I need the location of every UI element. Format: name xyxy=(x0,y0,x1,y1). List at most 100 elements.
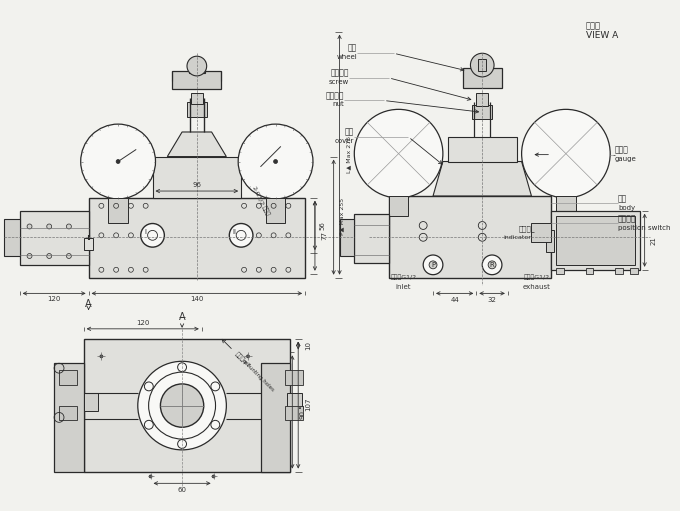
Text: 120: 120 xyxy=(136,320,150,326)
Text: 調節螺釘: 調節螺釘 xyxy=(331,68,350,78)
Text: position switch: position switch xyxy=(618,225,670,231)
Bar xyxy=(389,196,551,277)
Text: body: body xyxy=(618,205,635,211)
Circle shape xyxy=(27,224,32,229)
Circle shape xyxy=(482,255,502,275)
Bar xyxy=(191,92,203,104)
Bar xyxy=(478,59,486,71)
Text: 蓋板: 蓋板 xyxy=(345,127,354,136)
Text: 進液口G1/2: 進液口G1/2 xyxy=(390,275,417,281)
Bar xyxy=(108,198,128,222)
Bar xyxy=(339,219,354,256)
Bar xyxy=(389,196,409,216)
Polygon shape xyxy=(167,132,226,156)
Polygon shape xyxy=(433,161,532,196)
Text: 21: 21 xyxy=(651,236,656,245)
Circle shape xyxy=(212,475,215,478)
Circle shape xyxy=(116,159,120,164)
Circle shape xyxy=(247,355,250,358)
Circle shape xyxy=(47,224,52,229)
Circle shape xyxy=(138,361,226,450)
Circle shape xyxy=(67,253,71,259)
Bar xyxy=(261,363,290,472)
Circle shape xyxy=(141,223,165,247)
Bar xyxy=(266,198,286,222)
Circle shape xyxy=(67,224,71,229)
Bar xyxy=(193,61,201,73)
Text: P: P xyxy=(431,262,435,268)
Text: 行程開關: 行程開關 xyxy=(618,214,636,223)
Bar xyxy=(59,370,77,385)
Circle shape xyxy=(177,439,186,448)
Text: 60: 60 xyxy=(177,487,186,493)
Circle shape xyxy=(229,223,253,247)
Bar xyxy=(84,339,290,472)
Text: R: R xyxy=(490,262,494,268)
Text: P▲ Max 255: P▲ Max 255 xyxy=(339,198,344,235)
Circle shape xyxy=(273,159,277,164)
Text: exhaust: exhaust xyxy=(522,284,550,290)
Text: 140: 140 xyxy=(190,296,203,303)
Circle shape xyxy=(354,109,443,198)
Text: inlet: inlet xyxy=(396,284,411,290)
Bar xyxy=(556,268,564,274)
Text: 壓力表: 壓力表 xyxy=(615,145,629,154)
Circle shape xyxy=(488,261,496,269)
Circle shape xyxy=(149,475,152,478)
Bar xyxy=(59,406,77,421)
Text: 56: 56 xyxy=(320,221,326,230)
Text: cover: cover xyxy=(335,138,354,144)
Circle shape xyxy=(81,124,156,199)
Circle shape xyxy=(160,384,204,427)
Text: 手輪: 手輪 xyxy=(348,44,357,53)
Text: gauge: gauge xyxy=(615,155,637,161)
Polygon shape xyxy=(20,211,88,265)
Circle shape xyxy=(47,253,52,259)
Bar xyxy=(354,214,389,263)
Text: 回液口G1/2: 回液口G1/2 xyxy=(524,275,549,281)
Circle shape xyxy=(522,109,610,198)
Bar xyxy=(630,268,638,274)
Text: indicator: indicator xyxy=(504,235,532,240)
Bar xyxy=(4,219,20,256)
Text: 接管口: 接管口 xyxy=(261,204,271,217)
Bar xyxy=(54,363,84,472)
Circle shape xyxy=(429,261,437,269)
Text: wheel: wheel xyxy=(337,54,357,60)
Text: 鎖緊螺母: 鎖緊螺母 xyxy=(326,91,345,100)
Bar xyxy=(462,68,502,88)
Circle shape xyxy=(27,253,32,259)
Bar xyxy=(556,216,635,265)
Bar xyxy=(172,71,222,89)
Text: A: A xyxy=(179,312,186,322)
Text: VIEW A: VIEW A xyxy=(585,31,618,40)
Bar xyxy=(556,196,576,216)
Bar xyxy=(286,406,303,421)
Circle shape xyxy=(144,382,153,391)
Circle shape xyxy=(187,56,207,76)
Text: screw: screw xyxy=(329,79,350,85)
Circle shape xyxy=(423,255,443,275)
Circle shape xyxy=(471,53,494,77)
Text: L▲ Max 275: L▲ Max 275 xyxy=(346,136,351,173)
Bar xyxy=(152,156,241,198)
Bar xyxy=(187,103,207,117)
Bar xyxy=(585,268,594,274)
Bar xyxy=(288,393,302,410)
Text: II: II xyxy=(233,229,236,236)
Text: 107: 107 xyxy=(305,398,311,411)
Circle shape xyxy=(211,382,220,391)
Bar xyxy=(546,230,554,252)
Text: 指示器: 指示器 xyxy=(519,225,532,232)
Text: 44: 44 xyxy=(450,297,459,304)
Text: 向視圖: 向視圖 xyxy=(585,21,600,30)
Bar xyxy=(84,238,93,250)
Text: 安裝孔φ7: 安裝孔φ7 xyxy=(234,352,252,369)
Bar xyxy=(532,222,551,242)
Text: 77: 77 xyxy=(322,231,328,240)
Text: 120: 120 xyxy=(48,296,61,303)
Text: 96: 96 xyxy=(192,182,201,188)
Circle shape xyxy=(211,421,220,429)
Bar xyxy=(615,268,623,274)
Circle shape xyxy=(177,363,186,371)
